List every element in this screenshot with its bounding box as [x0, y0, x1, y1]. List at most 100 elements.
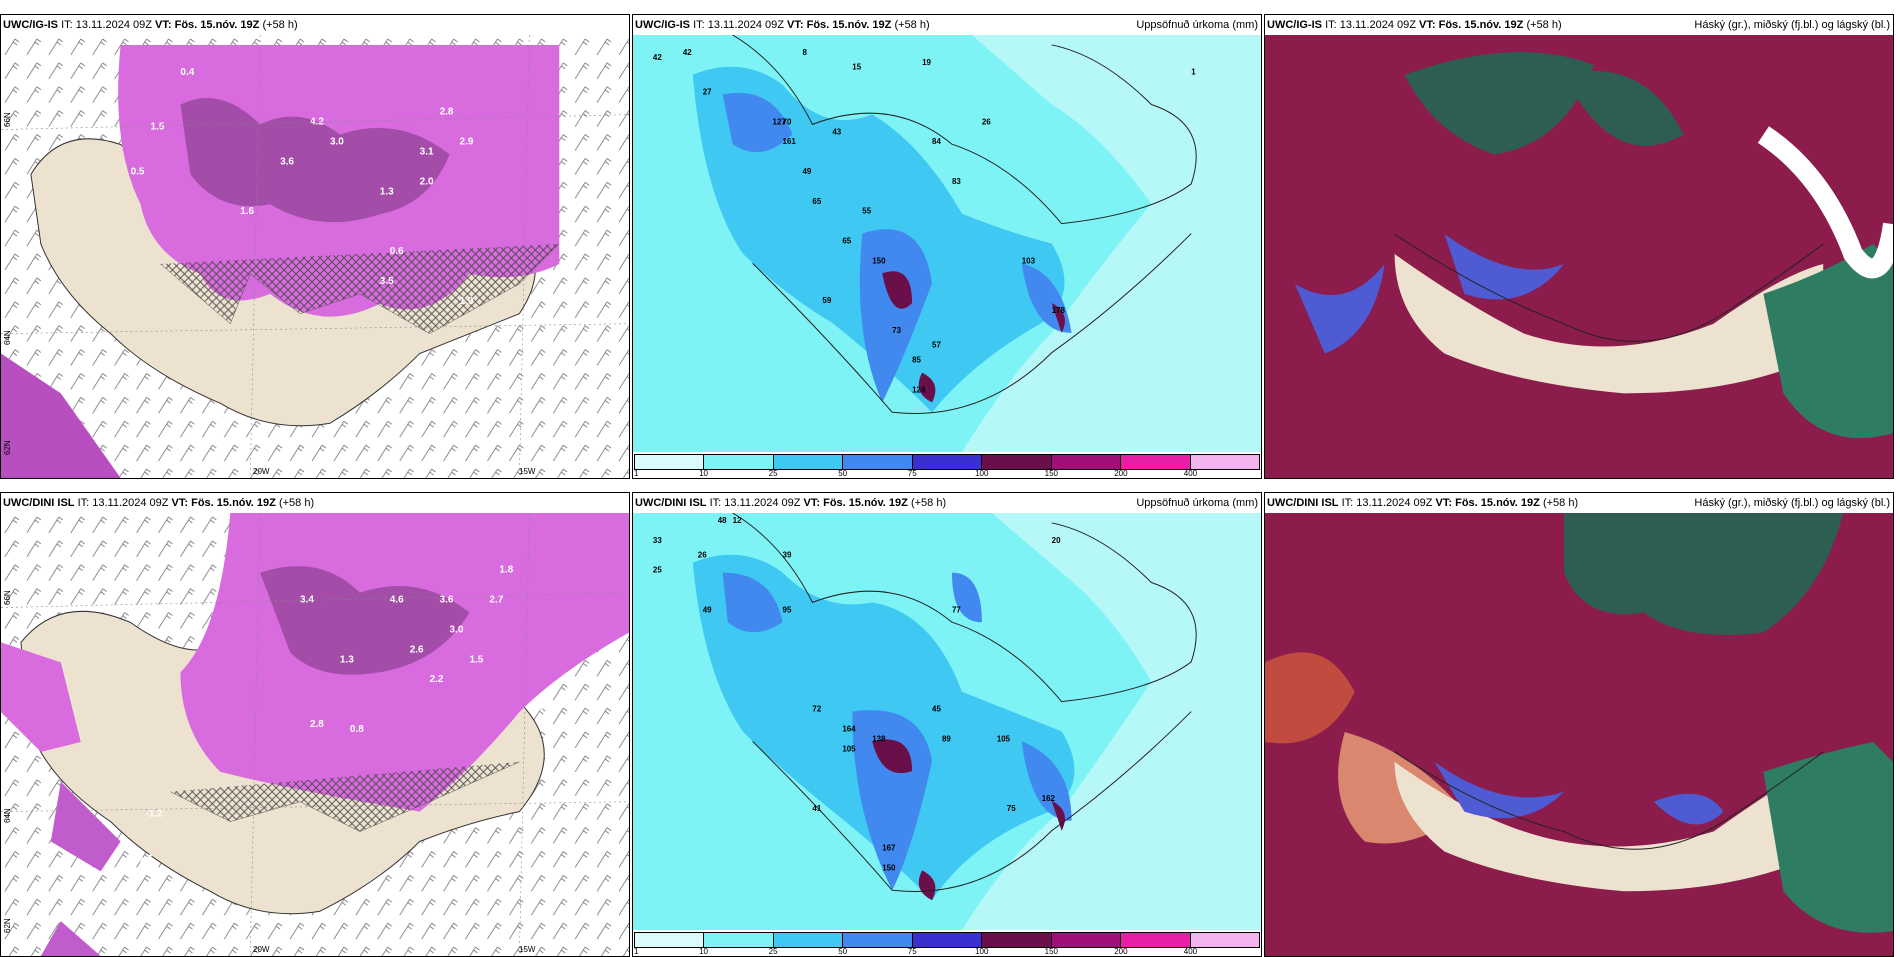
svg-text:42: 42: [653, 53, 662, 62]
svg-text:45: 45: [932, 705, 941, 714]
precip-value-labels: 42 42 8 15 19 27 43 70 84 83 26 49 65 55…: [653, 48, 1196, 395]
svg-text:27: 27: [703, 88, 712, 97]
svg-text:105: 105: [997, 734, 1011, 743]
colorbar-label: 100: [975, 469, 989, 478]
svg-text:89: 89: [942, 734, 951, 743]
colorbar-label: 200: [1114, 469, 1128, 478]
svg-text:39: 39: [783, 551, 792, 560]
lat-label: 66N: [3, 112, 12, 127]
svg-text:70: 70: [783, 117, 792, 126]
svg-text:48: 48: [718, 516, 727, 525]
svg-text:127: 127: [773, 117, 787, 126]
svg-text:0.4: 0.4: [529, 704, 543, 715]
svg-text:3.0: 3.0: [450, 624, 464, 635]
precip-title: Uppsöfnuð úrkoma (mm): [1136, 19, 1258, 31]
svg-text:26: 26: [698, 551, 707, 560]
svg-text:2.6: 2.6: [410, 644, 424, 655]
svg-text:1.0: 1.0: [460, 296, 474, 307]
svg-text:25: 25: [653, 566, 662, 575]
colorbar-label: 150: [1044, 947, 1059, 956]
colorbar-cell: [704, 933, 774, 947]
colorbar-label: 25: [768, 947, 778, 956]
wind-map-bottom: 3.4 4.6 3.6 2.7 1.8 2.6 2.8 2.2 1.3 0.4 …: [1, 513, 629, 956]
svg-text:1.5: 1.5: [151, 122, 165, 133]
svg-text:1.3: 1.3: [380, 186, 394, 197]
colorbar-label: 25: [768, 469, 778, 478]
colorbar-label: 1: [634, 469, 639, 478]
colorbar-cell: [1190, 455, 1259, 469]
svg-text:3.5: 3.5: [380, 276, 394, 287]
svg-text:178: 178: [1052, 306, 1066, 315]
svg-text:0.5: 0.5: [131, 166, 145, 177]
colorbar-cell: [912, 933, 983, 947]
colorbar-label: 150: [1044, 469, 1059, 478]
colorbar-cell: [1190, 933, 1259, 947]
precip-panel-top: UWC/IG-IS IT: 13.11.2024 09Z VT: Fös. 15…: [632, 14, 1262, 479]
svg-text:73: 73: [892, 326, 901, 335]
svg-text:43: 43: [832, 127, 841, 136]
svg-text:4.6: 4.6: [390, 595, 404, 606]
svg-text:33: 33: [653, 536, 662, 545]
svg-text:26: 26: [982, 117, 991, 126]
svg-text:0.4: 0.4: [180, 67, 194, 78]
svg-text:55: 55: [862, 207, 871, 216]
lat-label: 62N: [3, 440, 12, 455]
cloud-map-bottom: [1265, 513, 1893, 956]
svg-text:19: 19: [922, 58, 931, 67]
svg-text:1: 1: [1191, 68, 1196, 77]
wind-map-top: 0.4 1.5 2.8 3.0 3.6 3.1 4.2 2.9 2.0 1.3 …: [1, 35, 629, 478]
svg-text:1.3: 1.3: [340, 654, 354, 665]
svg-text:65: 65: [812, 197, 821, 206]
svg-text:41: 41: [812, 804, 821, 813]
svg-text:164: 164: [842, 724, 856, 733]
cloud-panel-top: UWC/IG-IS IT: 13.11.2024 09Z VT: Fös. 15…: [1264, 14, 1894, 479]
precip-map-bottom: 48 33 26 39 25 49 95 72 105 77 45 138 16…: [633, 513, 1261, 930]
precip-map-top: 42 42 8 15 19 27 43 70 84 83 26 49 65 55…: [633, 35, 1261, 452]
svg-text:4.2: 4.2: [310, 117, 324, 128]
svg-text:59: 59: [822, 296, 831, 305]
svg-text:0.6: 0.6: [390, 246, 404, 257]
svg-text:2.0: 2.0: [420, 176, 434, 187]
panel-title: UWC/DINI ISL IT: 13.11.2024 09Z VT: Fös.…: [3, 497, 315, 509]
svg-text:-1.2: -1.2: [146, 809, 164, 820]
colorbar-cell: [704, 455, 774, 469]
lat-label: 64N: [3, 330, 12, 345]
colorbar-cell: [773, 455, 844, 469]
svg-text:57: 57: [932, 341, 941, 350]
svg-text:150: 150: [882, 863, 896, 872]
svg-text:105: 105: [842, 744, 856, 753]
colorbar-label: 50: [838, 947, 848, 956]
panel-title: UWC/IG-IS IT: 13.11.2024 09Z VT: Fös. 15…: [3, 19, 298, 31]
colorbar-cell: [843, 455, 913, 469]
cloud-map-top: [1265, 35, 1893, 478]
lon-label: 20W: [253, 467, 270, 476]
colorbar-cell: [635, 933, 705, 947]
svg-text:2.8: 2.8: [440, 107, 454, 118]
svg-text:2.2: 2.2: [430, 674, 444, 685]
svg-text:161: 161: [783, 137, 797, 146]
svg-text:85: 85: [912, 356, 921, 365]
svg-text:1.5: 1.5: [470, 654, 484, 665]
colorbar-cell: [1121, 933, 1191, 947]
svg-text:8: 8: [802, 48, 807, 57]
svg-text:103: 103: [1022, 256, 1036, 265]
colorbar-cell: [982, 455, 1052, 469]
wind-panel-top: UWC/IG-IS IT: 13.11.2024 09Z VT: Fös. 15…: [0, 14, 630, 479]
colorbar-label: 10: [699, 947, 708, 956]
colorbar-cell: [843, 933, 913, 947]
svg-text:1.8: 1.8: [499, 565, 513, 576]
svg-text:0.8: 0.8: [350, 724, 364, 735]
svg-text:162: 162: [1042, 794, 1056, 803]
svg-text:2.7: 2.7: [489, 595, 503, 606]
colorbar-label: 200: [1114, 947, 1128, 956]
colorbar-label: 400: [1183, 947, 1198, 956]
colorbar-cell: [1051, 455, 1122, 469]
svg-text:167: 167: [882, 844, 896, 853]
wind-value-labels: 0.4 1.5 2.8 3.0 3.6 3.1 4.2 2.9 2.0 1.3 …: [131, 67, 474, 307]
colorbar-cell: [1121, 455, 1191, 469]
colorbar: 1 10 25 50 75 100 150 200 400: [634, 452, 1260, 478]
svg-text:1.6: 1.6: [240, 206, 254, 217]
precip-panel-bottom: UWC/DINI ISL IT: 13.11.2024 09Z VT: Fös.…: [632, 492, 1262, 957]
svg-text:3.6: 3.6: [440, 595, 454, 606]
svg-text:49: 49: [703, 605, 712, 614]
